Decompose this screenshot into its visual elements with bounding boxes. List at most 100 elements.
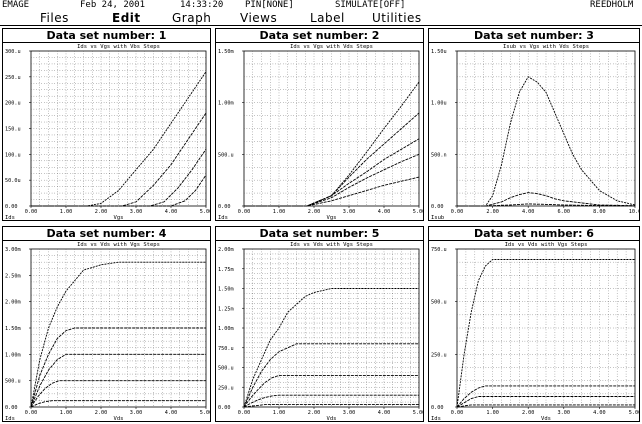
panel-title: Data set number: 5 xyxy=(216,227,423,241)
series-line-4 xyxy=(244,153,420,207)
y-tick-label: 1.25m xyxy=(218,306,234,312)
x-tick-label: 0.00 xyxy=(25,209,38,215)
status-date: Feb 24, 2001 xyxy=(80,0,146,10)
x-tick-label: 0.00 xyxy=(451,209,464,215)
series-line-3 xyxy=(457,203,636,207)
y-axis-label: Isub xyxy=(431,215,444,220)
menu-bar: Files Edit Graph Views Label Utilities xyxy=(0,11,642,25)
x-axis-label: Vgs xyxy=(114,215,124,220)
app-name: EMAGE xyxy=(2,0,30,10)
chart-6: Ids vs Vds with Vgs Steps 0.00 1.00 2.00 3.0… xyxy=(431,242,639,421)
x-tick-label: 2.00 xyxy=(308,209,321,215)
x-tick-label: 3.00 xyxy=(130,410,143,416)
chart-4: Ids vs Vds with Vgs Steps 0.00 1.00 2.00 3.0… xyxy=(5,242,210,421)
y-tick-label: 1.50m xyxy=(218,49,234,55)
status-simulate: SIMULATE[OFF] xyxy=(335,0,406,10)
x-tick-label: 5.00 xyxy=(629,410,639,416)
x-tick-label: 3.00 xyxy=(343,410,356,416)
x-tick-label: 8.00 xyxy=(593,209,606,215)
x-tick-label: 0.00 xyxy=(25,410,38,416)
panel-title: Data set number: 2 xyxy=(216,29,423,43)
y-tick-label: 1.00m xyxy=(218,101,234,107)
data-set-panel-1[interactable]: Data set number: 1 Ids vs Vgs with Vbs S… xyxy=(2,28,211,221)
plot-frame xyxy=(456,248,636,408)
status-user: REEDHOLM xyxy=(590,0,634,10)
data-set-panel-6[interactable]: Data set number: 6 Ids vs Vds with Vgs S… xyxy=(428,226,640,422)
menu-views[interactable]: Views xyxy=(240,11,278,25)
y-tick-label: 750.u xyxy=(431,247,447,253)
x-tick-label: 5.00 xyxy=(200,209,210,215)
y-tick-label: 0.00 xyxy=(431,204,444,210)
y-tick-label: 750.u xyxy=(218,346,234,352)
y-tick-label: 2.00m xyxy=(218,247,234,253)
series-line-3 xyxy=(243,374,419,408)
series-line-2 xyxy=(456,385,635,408)
menu-edit[interactable]: Edit xyxy=(112,11,141,25)
y-tick-label: 500.n xyxy=(431,152,447,158)
x-tick-label: 2.00 xyxy=(95,209,108,215)
y-tick-label: 2.00m xyxy=(5,300,21,306)
series-line-3 xyxy=(30,353,206,408)
x-tick-label: 5.00 xyxy=(413,209,423,215)
data-set-panel-5[interactable]: Data set number: 5 Ids vs Vds with Vgs S… xyxy=(215,226,424,422)
chart-5: Ids vs Vds with Vgs Steps 0.00 1.00 2.00 3.0… xyxy=(218,242,423,421)
status-pin: PIN[NONE] xyxy=(245,0,294,10)
data-set-panel-3[interactable]: Data set number: 3 Isub vs Vgs with Vds … xyxy=(428,28,640,221)
y-axis-label: Ids xyxy=(218,215,228,220)
y-tick-label: 0.00 xyxy=(431,405,444,411)
x-tick-label: 3.00 xyxy=(558,410,571,416)
y-tick-label: 500.u xyxy=(218,366,234,372)
menu-divider xyxy=(0,25,642,26)
x-axis-label: Vds xyxy=(327,416,337,421)
y-tick-label: 1.00u xyxy=(431,101,447,107)
x-tick-label: 5.00 xyxy=(200,410,210,416)
y-axis-label: Ids xyxy=(5,416,15,421)
y-tick-label: 1.50u xyxy=(431,49,447,55)
x-tick-label: 0.00 xyxy=(238,209,251,215)
chart-title: Ids vs Vds with Vgs Steps xyxy=(290,242,373,248)
y-axis-label: Ids xyxy=(5,215,15,220)
series-line-4 xyxy=(30,380,206,408)
menu-files[interactable]: Files xyxy=(40,11,69,25)
menu-utilities[interactable]: Utilities xyxy=(372,11,422,25)
x-tick-label: 1.00 xyxy=(486,410,499,416)
y-tick-label: 2.50m xyxy=(5,273,21,279)
y-tick-label: 0.00 xyxy=(5,405,18,411)
series-line-5 xyxy=(243,404,419,408)
data-set-panel-4[interactable]: Data set number: 4 Ids vs Vds with Vgs S… xyxy=(2,226,211,422)
x-axis-label: Vds xyxy=(114,416,124,421)
y-tick-label: 1.50m xyxy=(5,326,21,332)
menu-label[interactable]: Label xyxy=(310,11,345,25)
x-tick-label: 1.00 xyxy=(60,209,73,215)
data-set-panel-2[interactable]: Data set number: 2 Ids vs Vgs with Vds S… xyxy=(215,28,424,221)
chart-title: Ids vs Vgs with Vds Steps xyxy=(290,44,373,50)
series-line-2 xyxy=(244,112,420,207)
y-tick-label: 200.u xyxy=(5,101,21,107)
plot-frame xyxy=(456,50,636,207)
x-tick-label: 2.00 xyxy=(308,410,321,416)
series-line-2 xyxy=(457,192,636,207)
x-tick-label: 4.00 xyxy=(378,410,391,416)
x-tick-label: 1.00 xyxy=(60,410,73,416)
series-line-4 xyxy=(31,174,207,207)
chart-title: Ids vs Vgs with Vbs Steps xyxy=(77,44,160,50)
menu-graph[interactable]: Graph xyxy=(172,11,212,25)
x-tick-label: 1.00 xyxy=(273,410,286,416)
y-tick-label: 500.u xyxy=(5,379,21,385)
series-line-3 xyxy=(244,138,420,207)
chart-title: Ids vs Vds with Vgs Steps xyxy=(77,242,160,248)
chart-1: Ids vs Vgs with Vbs Steps 0.00 1.00 2.00 3.0… xyxy=(5,44,210,220)
y-tick-label: 1.50m xyxy=(218,287,234,293)
series-line-1 xyxy=(456,259,635,408)
y-tick-label: 500.u xyxy=(431,300,447,306)
status-bar: EMAGE Feb 24, 2001 14:33:20 PIN[NONE] SI… xyxy=(0,0,642,11)
series-line-1 xyxy=(31,71,207,207)
y-tick-label: 500.u xyxy=(218,152,234,158)
x-tick-label: 4.00 xyxy=(165,209,178,215)
status-time: 14:33:20 xyxy=(180,0,224,10)
x-tick-label: 4.00 xyxy=(165,410,178,416)
series-line-5 xyxy=(30,400,206,408)
x-tick-label: 2.00 xyxy=(486,209,499,215)
series-line-4 xyxy=(243,394,419,408)
y-tick-label: 50.0u xyxy=(5,178,21,184)
